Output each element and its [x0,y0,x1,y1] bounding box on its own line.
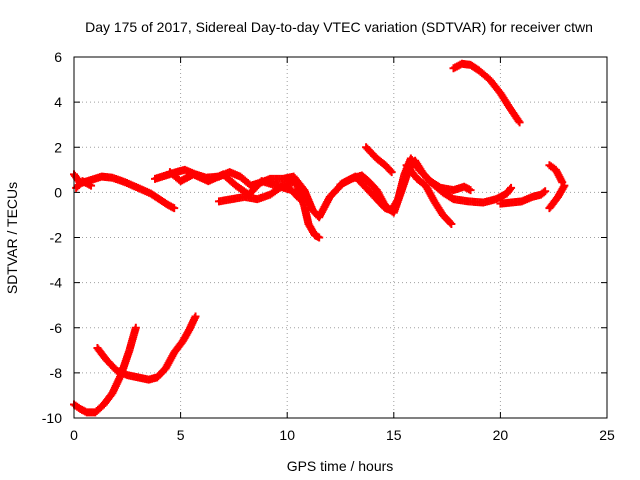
data-point [560,181,569,190]
x-tick-label: 10 [279,427,295,443]
data-point [541,187,550,196]
series-track-a2 [72,177,96,192]
y-axis-label: SDTVAR / TECUs [4,182,20,294]
data-point [315,233,324,242]
y-tick-label: 2 [54,139,62,155]
series-track-h2 [545,181,569,213]
x-axis-label: GPS time / hours [287,458,394,474]
y-tick-label: -2 [50,230,63,246]
series-track-c [214,177,324,242]
x-tick-label: 20 [493,427,509,443]
series-track-k [93,312,200,384]
data-point [515,118,524,127]
y-tick-label: 6 [54,49,62,65]
series-track-e [362,143,396,177]
axis-ticks: 0 5 10 15 20 25 -10 -8 -6 -4 -2 0 2 4 6 [42,49,615,443]
series-track-g [496,187,550,208]
data-point [466,186,475,195]
y-tick-label: -10 [42,410,62,426]
series-track-h [545,161,567,187]
data-point [514,116,523,125]
data-point [386,166,395,175]
data-point [131,323,140,332]
y-tick-label: 0 [54,184,62,200]
series-track-i [449,59,524,127]
series-track-f [402,161,456,228]
x-tick-label: 0 [70,427,78,443]
data-point [170,204,179,213]
y-tick-label: 4 [54,94,62,110]
data-point [507,183,516,192]
y-tick-label: -6 [50,320,63,336]
x-tick-label: 25 [599,427,615,443]
data-point [447,219,456,228]
data-point [191,312,200,321]
series-track-j [70,323,140,417]
data-point [446,218,455,227]
x-tick-label: 15 [386,427,402,443]
data-point [505,185,514,194]
series-track-a [70,170,179,213]
data-point [539,188,548,197]
chart-title: Day 175 of 2017, Sidereal Day-to-day VTE… [85,19,593,35]
x-tick-label: 5 [177,427,185,443]
plot-frame [73,56,608,419]
y-tick-label: -8 [50,365,63,381]
data-point [387,168,396,177]
data-points [70,59,569,417]
y-tick-label: -4 [50,275,63,291]
data-point [87,181,96,190]
grid-lines [74,57,607,418]
